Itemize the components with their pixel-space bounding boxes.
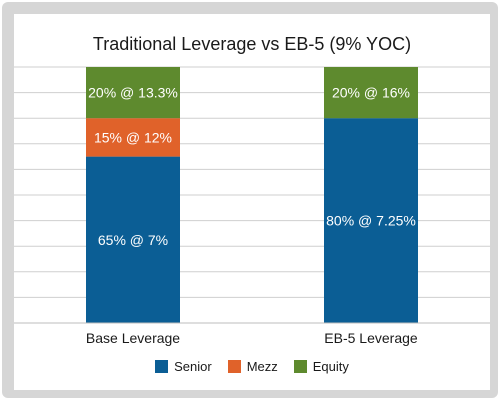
legend-label: Equity <box>312 359 349 374</box>
bar-data-label: 15% @ 12% <box>94 129 172 145</box>
legend-swatch <box>293 360 307 373</box>
bar-data-label: 65% @ 7% <box>98 232 168 248</box>
category-label: Base Leverage <box>86 330 180 346</box>
legend-item: Mezz <box>227 359 278 374</box>
bar-equity <box>324 67 418 119</box>
category-label: EB-5 Leverage <box>324 330 418 346</box>
bar-mezz <box>86 118 180 157</box>
bar-data-label: 80% @ 7.25% <box>326 213 416 229</box>
legend-swatch <box>227 360 241 373</box>
legend-swatch <box>155 360 169 373</box>
legend-label: Senior <box>174 359 212 374</box>
legend-label: Mezz <box>246 359 278 374</box>
bar-data-label: 20% @ 13.3% <box>88 85 178 101</box>
bar-senior <box>324 118 418 323</box>
chart-title: Traditional Leverage vs EB-5 (9% YOC) <box>92 34 412 54</box>
legend-item: Equity <box>293 359 349 374</box>
chart-panel: Traditional Leverage vs EB-5 (9% YOC) 65… <box>14 14 490 390</box>
bar-senior <box>86 156 180 323</box>
bar-equity <box>86 67 180 119</box>
legend-item: Senior <box>155 359 212 374</box>
chart-legend: Senior Mezz Equity <box>14 359 490 374</box>
bar-data-label: 20% @ 16% <box>332 85 410 101</box>
chart-plot: 65% @ 7% 15% @ 12% 20% @ 13.3% Base Leverag… <box>14 66 490 346</box>
